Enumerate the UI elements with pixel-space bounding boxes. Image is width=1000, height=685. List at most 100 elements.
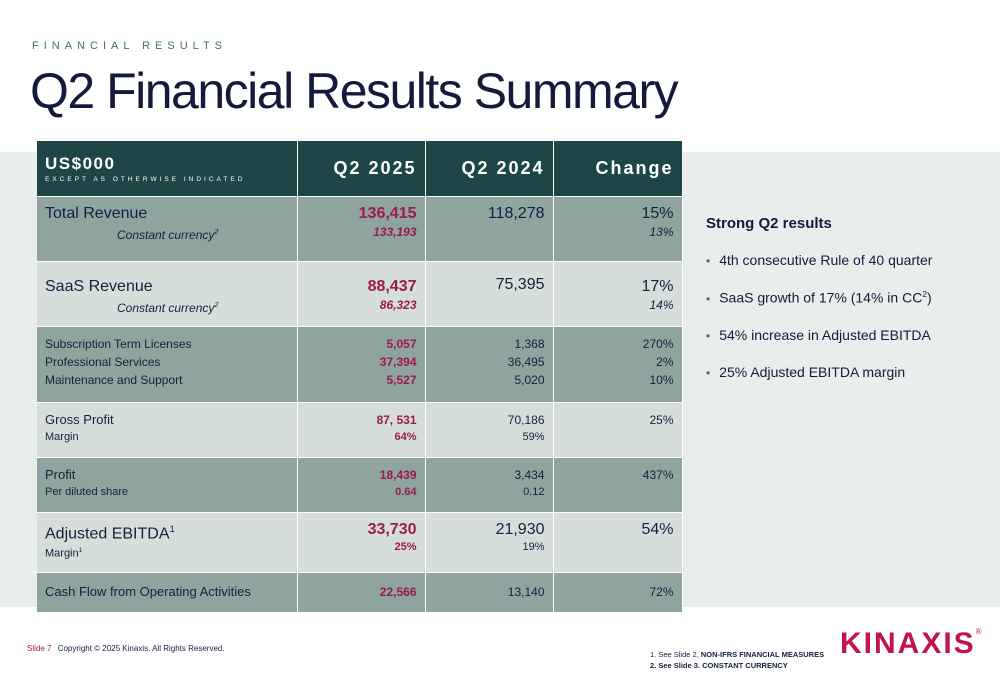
cell-q2-2025: 87, 531 64%	[297, 402, 426, 458]
value-main: 25%	[649, 412, 674, 427]
value-line: 36,495	[507, 354, 545, 369]
list-item: • SaaS growth of 17% (14% in CC2)	[706, 289, 986, 306]
value-sub: 0.64	[395, 485, 417, 498]
highlights-panel: Strong Q2 results • 4th consecutive Rule …	[706, 215, 986, 401]
table-row-gross-profit: Gross Profit Margin 87, 531 64% 70,186 5…	[37, 402, 683, 458]
copyright-text: Copyright © 2025 Kinaxis. All Rights Res…	[57, 644, 225, 653]
row-label: Gross Profit Margin	[37, 402, 298, 458]
footnote-ref: 1	[78, 546, 83, 554]
list-item: • 4th consecutive Rule of 40 quarter	[706, 252, 986, 268]
row-label-sub: Margin	[45, 547, 79, 560]
table-row-revenue-breakdown: Subscription Term Licenses Professional …	[37, 326, 683, 403]
cell-change: 17% 14%	[553, 261, 683, 327]
value-main: 21,930	[495, 520, 545, 538]
footer-copyright: Slide 7 Copyright © 2025 Kinaxis. All Ri…	[27, 644, 225, 653]
row-label-line: Subscription Term Licenses	[45, 336, 192, 351]
footnote-2: 2. See Slide 3. CONSTANT CURRENCY	[650, 660, 824, 671]
slide-number: Slide 7	[27, 644, 52, 653]
header-q2-2025: Q2 2025	[297, 141, 426, 197]
cell-q2-2024: 13,140	[425, 572, 554, 613]
cell-q2-2025: 33,730 25%	[297, 512, 426, 573]
highlight-text: 54% increase in Adjusted EBITDA	[719, 326, 931, 343]
row-label: Adjusted EBITDA1 Margin1	[37, 512, 298, 573]
cell-q2-2025: 88,437 86,323	[297, 261, 426, 327]
cell-q2-2025: 18,439 0.64	[297, 457, 426, 513]
cell-change: 270% 2% 10%	[553, 326, 683, 403]
value-line: 37,394	[379, 354, 417, 369]
value-sub: 25%	[394, 540, 417, 553]
value-line: 5,057	[386, 336, 417, 351]
footnote-1-prefix: 1. See Slide 2,	[650, 650, 701, 659]
value-sub: 86,323	[379, 297, 417, 312]
bullet-icon: •	[706, 365, 711, 380]
cell-change: 54%	[553, 512, 683, 573]
row-label: Cash Flow from Operating Activities	[37, 572, 298, 613]
cell-q2-2025: 5,057 37,394 5,527	[297, 326, 426, 403]
financial-table: US$000 EXCEPT AS OTHERWISE INDICATED Q2 …	[37, 141, 683, 613]
value-main: 75,395	[495, 275, 545, 293]
value-main: 118,278	[487, 204, 545, 222]
cell-change: 15% 13%	[553, 196, 683, 262]
footnote-ref: 2	[214, 226, 219, 236]
value-line: 5,020	[514, 372, 545, 387]
row-label-main: Adjusted EBITDA	[45, 524, 170, 542]
row-label-sub: Per diluted share	[45, 485, 129, 498]
value-main: 70,186	[507, 412, 545, 427]
header-change: Change	[553, 141, 683, 197]
value-sub: 133,193	[373, 224, 417, 239]
header-units-label: US$000	[45, 153, 116, 173]
value-main: 437%	[642, 467, 674, 482]
footnotes: 1. See Slide 2, NON-IFRS FINANCIAL MEASU…	[650, 649, 824, 671]
value-sub: 64%	[394, 430, 417, 443]
bullet-icon: •	[706, 291, 711, 306]
cell-change: 72%	[553, 572, 683, 613]
row-label-line: Professional Services	[45, 354, 161, 369]
value-main: 17%	[641, 277, 674, 295]
value-main: 22,566	[379, 585, 417, 599]
value-line: 10%	[649, 372, 674, 387]
row-label-line: Maintenance and Support	[45, 372, 183, 387]
footnote-ref: 1	[169, 523, 175, 535]
value-main: 3,434	[514, 467, 545, 482]
table-row-adjusted-ebitda: Adjusted EBITDA1 Margin1 33,730 25% 21,9…	[37, 512, 683, 573]
cell-q2-2024: 3,434 0.12	[425, 457, 554, 513]
value-sub: 19%	[522, 540, 545, 553]
value-main: 72%	[649, 585, 674, 599]
value-line: 1,368	[514, 336, 545, 351]
highlights-title: Strong Q2 results	[706, 215, 832, 232]
footnote-1-bold: NON-IFRS FINANCIAL MEASURES	[700, 650, 825, 659]
page-title: Q2 Financial Results Summary	[30, 63, 679, 119]
highlight-text: 25% Adjusted EBITDA margin	[719, 363, 906, 380]
row-label: Total Revenue Constant currency2	[37, 196, 298, 262]
value-line: 270%	[642, 336, 674, 351]
value-main: 13,140	[507, 585, 545, 599]
value-line: 5,527	[386, 372, 417, 387]
cell-q2-2024: 75,395	[425, 261, 554, 327]
list-item: • 25% Adjusted EBITDA margin	[706, 364, 986, 380]
footnote-ref: 2	[922, 289, 927, 299]
row-label-sub: Constant currency	[117, 300, 215, 315]
table-row-cash-flow: Cash Flow from Operating Activities 22,5…	[37, 572, 683, 613]
table-header-row: US$000 EXCEPT AS OTHERWISE INDICATED Q2 …	[37, 141, 683, 197]
cell-q2-2024: 70,186 59%	[425, 402, 554, 458]
cell-q2-2025: 136,415 133,193	[297, 196, 426, 262]
value-main: 54%	[641, 520, 674, 538]
row-label-sub: Margin	[45, 430, 79, 443]
list-item: • 54% increase in Adjusted EBITDA	[706, 327, 986, 343]
row-label-main: Gross Profit	[45, 411, 114, 427]
bullet-icon: •	[706, 328, 711, 343]
cell-change: 437%	[553, 457, 683, 513]
kinaxis-logo: KINAXIS®	[840, 627, 984, 661]
value-sub: 0.12	[523, 485, 545, 498]
footnote-1: 1. See Slide 2, NON-IFRS FINANCIAL MEASU…	[650, 649, 824, 660]
footnote-2-text: 2. See Slide 3. CONSTANT CURRENCY	[650, 661, 788, 670]
highlights-list: • 4th consecutive Rule of 40 quarter • Saa…	[706, 252, 986, 380]
cell-q2-2024: 21,930 19%	[425, 512, 554, 573]
row-label-main: Cash Flow from Operating Activities	[45, 584, 251, 599]
value-main: 136,415	[358, 204, 417, 222]
highlight-text-tail: )	[926, 289, 932, 306]
row-label: Profit Per diluted share	[37, 457, 298, 513]
value-main: 33,730	[367, 520, 417, 538]
row-label-main: SaaS Revenue	[45, 277, 153, 295]
value-sub: 13%	[649, 224, 674, 239]
